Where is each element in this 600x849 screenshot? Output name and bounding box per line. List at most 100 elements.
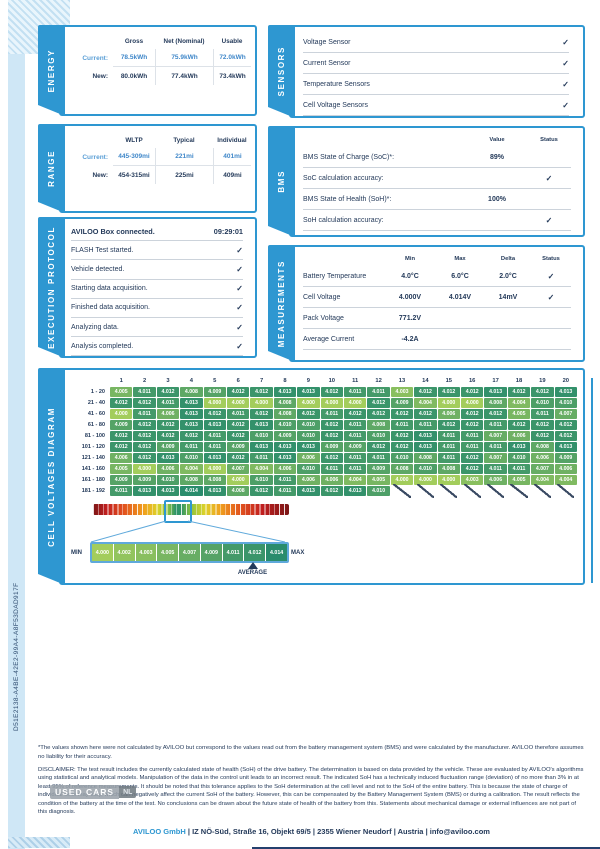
cell-voltage-value: 4.011	[460, 442, 484, 452]
cell-voltage-value: 4.013	[273, 442, 297, 452]
cell-voltage-value: 4.013	[273, 387, 297, 397]
sensors-checklist: Voltage Sensor ✓ Current Sensor ✓ Temperatur…	[303, 32, 569, 116]
cell-voltage-value: 4.012	[437, 420, 460, 430]
cell-voltage-value: 4.013	[507, 442, 531, 452]
cell-voltage-value: 4.009	[110, 475, 133, 485]
cell-voltage-value: 4.008	[367, 420, 390, 430]
cell-voltage-value: 4.011	[460, 431, 484, 441]
energy-value: 72.0kWh	[213, 49, 251, 67]
energy-table: Gross Net (Nominal) Usable Current: 78.5kWh 7…	[67, 34, 251, 85]
cell-voltage-value: 4.006	[507, 431, 531, 441]
cell-voltage-value: 4.012	[554, 420, 577, 430]
heatmap-row-label: 1 - 20	[90, 389, 105, 395]
cell-voltage-value: 4.012	[133, 398, 156, 408]
protocol-row: FLASH Test started. ✓	[71, 241, 243, 261]
average-label: AVERAGE	[237, 570, 268, 576]
range-corner	[67, 133, 113, 148]
cell-voltage-value: 4.008	[390, 464, 414, 474]
cell-voltage-value: 4.008	[180, 387, 203, 397]
cell-voltage-value: 4.012	[110, 442, 133, 452]
measurements-title: MEASUREMENTS	[277, 259, 286, 348]
cell-voltage-value: 4.012	[460, 464, 484, 474]
sensor-row: Temperature Sensors ✓	[303, 74, 569, 95]
scale-tick-cell: 4.011	[222, 544, 245, 561]
range-col-header: WLTP	[125, 137, 143, 144]
heatmap-col-header: 14	[422, 378, 429, 384]
cell-voltage-value: 4.010	[554, 398, 577, 408]
energy-col-header: Net (Nominal)	[163, 38, 205, 45]
range-col-header: Typical	[173, 137, 195, 144]
cell-voltage-value: 4.010	[297, 431, 320, 441]
check-icon: ✓	[545, 173, 553, 183]
cell-voltage-value: 4.013	[133, 486, 156, 496]
cell-voltage-value: 4.013	[414, 442, 437, 452]
energy-row-label: Current:	[82, 54, 108, 62]
measurement-row: Average Current -4.2A	[303, 329, 571, 350]
cell-voltage-value: 4.011	[484, 442, 507, 452]
cell-voltage-value: 4.012	[250, 387, 273, 397]
cell-voltage-value: 4.013	[250, 420, 273, 430]
cell-voltage-value: 4.013	[297, 442, 320, 452]
range-value: 409mi	[213, 166, 251, 184]
cell-voltage-value: 4.012	[460, 387, 484, 397]
cell-voltage-value: 4.011	[343, 453, 367, 463]
cell-voltage-value: 4.012	[320, 453, 343, 463]
bottom-left-stripe-decoration	[8, 837, 70, 848]
heatmap-corner	[69, 376, 109, 386]
energy-value: 73.4kWh	[213, 67, 251, 85]
heatmap-row-label: 41 - 60	[87, 411, 105, 417]
energy-value: 75.9kWh	[155, 49, 213, 67]
measurements-col-max: Max	[454, 256, 466, 262]
bms-row: BMS State of Charge (SoC)*: 89%	[303, 147, 571, 168]
heatmap-col-header: 2	[142, 378, 147, 384]
cell-voltage-value: 4.013	[203, 453, 226, 463]
cell-voltage-value: 4.012	[133, 442, 156, 452]
cell-voltage-value: 4.009	[343, 442, 367, 452]
cell-voltage-value: 4.011	[507, 464, 531, 474]
cell-voltage-value: 4.012	[390, 409, 414, 419]
scale-tick-cell: 4.014	[266, 544, 287, 561]
cell-voltage-value: 4.013	[343, 486, 367, 496]
usedcars-watermark: USED CARS NL	[50, 785, 137, 799]
cell-voltage-value: 4.012	[133, 431, 156, 441]
range-value: 221mi	[155, 148, 213, 166]
protocol-checklist: AVILOO Box connected. 09:29:01 FLASH Test …	[71, 222, 243, 357]
cell-voltage-value: 4.012	[320, 387, 343, 397]
cell-voltage-value: 4.011	[203, 442, 226, 452]
bms-row-value: 89%	[489, 153, 504, 161]
cell-voltage-value: 4.011	[133, 387, 156, 397]
cell-voltage-value: 4.013	[250, 442, 273, 452]
cell-voltage-value: 4.006	[297, 475, 320, 485]
heatmap-col-header: 12	[375, 378, 382, 384]
cell-voltage-value: 4.007	[531, 464, 554, 474]
cell-voltage-value: 4.012	[156, 431, 180, 441]
protocol-row: Analyzing data. ✓	[71, 318, 243, 338]
cell-voltage-value: 4.003	[390, 387, 414, 397]
cell-voltage-value: 4.009	[203, 387, 226, 397]
measurements-col-status: Status	[542, 256, 560, 262]
bottom-edge-bar	[252, 847, 600, 849]
cell-voltage-value: 4.000	[437, 398, 460, 408]
energy-value: 78.5kWh	[113, 49, 155, 67]
cell-voltage-value: 4.012	[390, 431, 414, 441]
range-tab: RANGE	[38, 124, 65, 213]
cell-voltage-value: 4.009	[226, 442, 250, 452]
cell-voltage-value: 4.013	[554, 387, 577, 397]
cell-voltage-value: 4.011	[343, 387, 367, 397]
cell-voltage-value: 4.006	[297, 453, 320, 463]
cell-voltage-value: 4.012	[133, 453, 156, 463]
scale-tick-cell: 4.002	[113, 544, 136, 561]
cell-voltage-value: 4.006	[484, 475, 507, 485]
measurements-panel: Min Max Delta Status Battery Temperature…	[268, 245, 585, 362]
range-value: 454-315mi	[118, 171, 150, 179]
check-icon: ✓	[236, 284, 243, 294]
sensor-row: Current Sensor ✓	[303, 53, 569, 74]
energy-title: ENERGY	[47, 48, 56, 93]
cell-voltage-value: 4.012	[226, 453, 250, 463]
sensors-card: Voltage Sensor ✓ Current Sensor ✓ Temperatur…	[289, 25, 585, 118]
cell-voltage-value: 4.004	[414, 398, 437, 408]
scale-tick-cell: 4.005	[157, 544, 180, 561]
bms-panel: Value Status BMS State of Charge (SoC)*:…	[268, 126, 585, 237]
sensors-title: SENSORS	[277, 46, 286, 97]
cell-voltage-value: 4.006	[156, 464, 180, 474]
